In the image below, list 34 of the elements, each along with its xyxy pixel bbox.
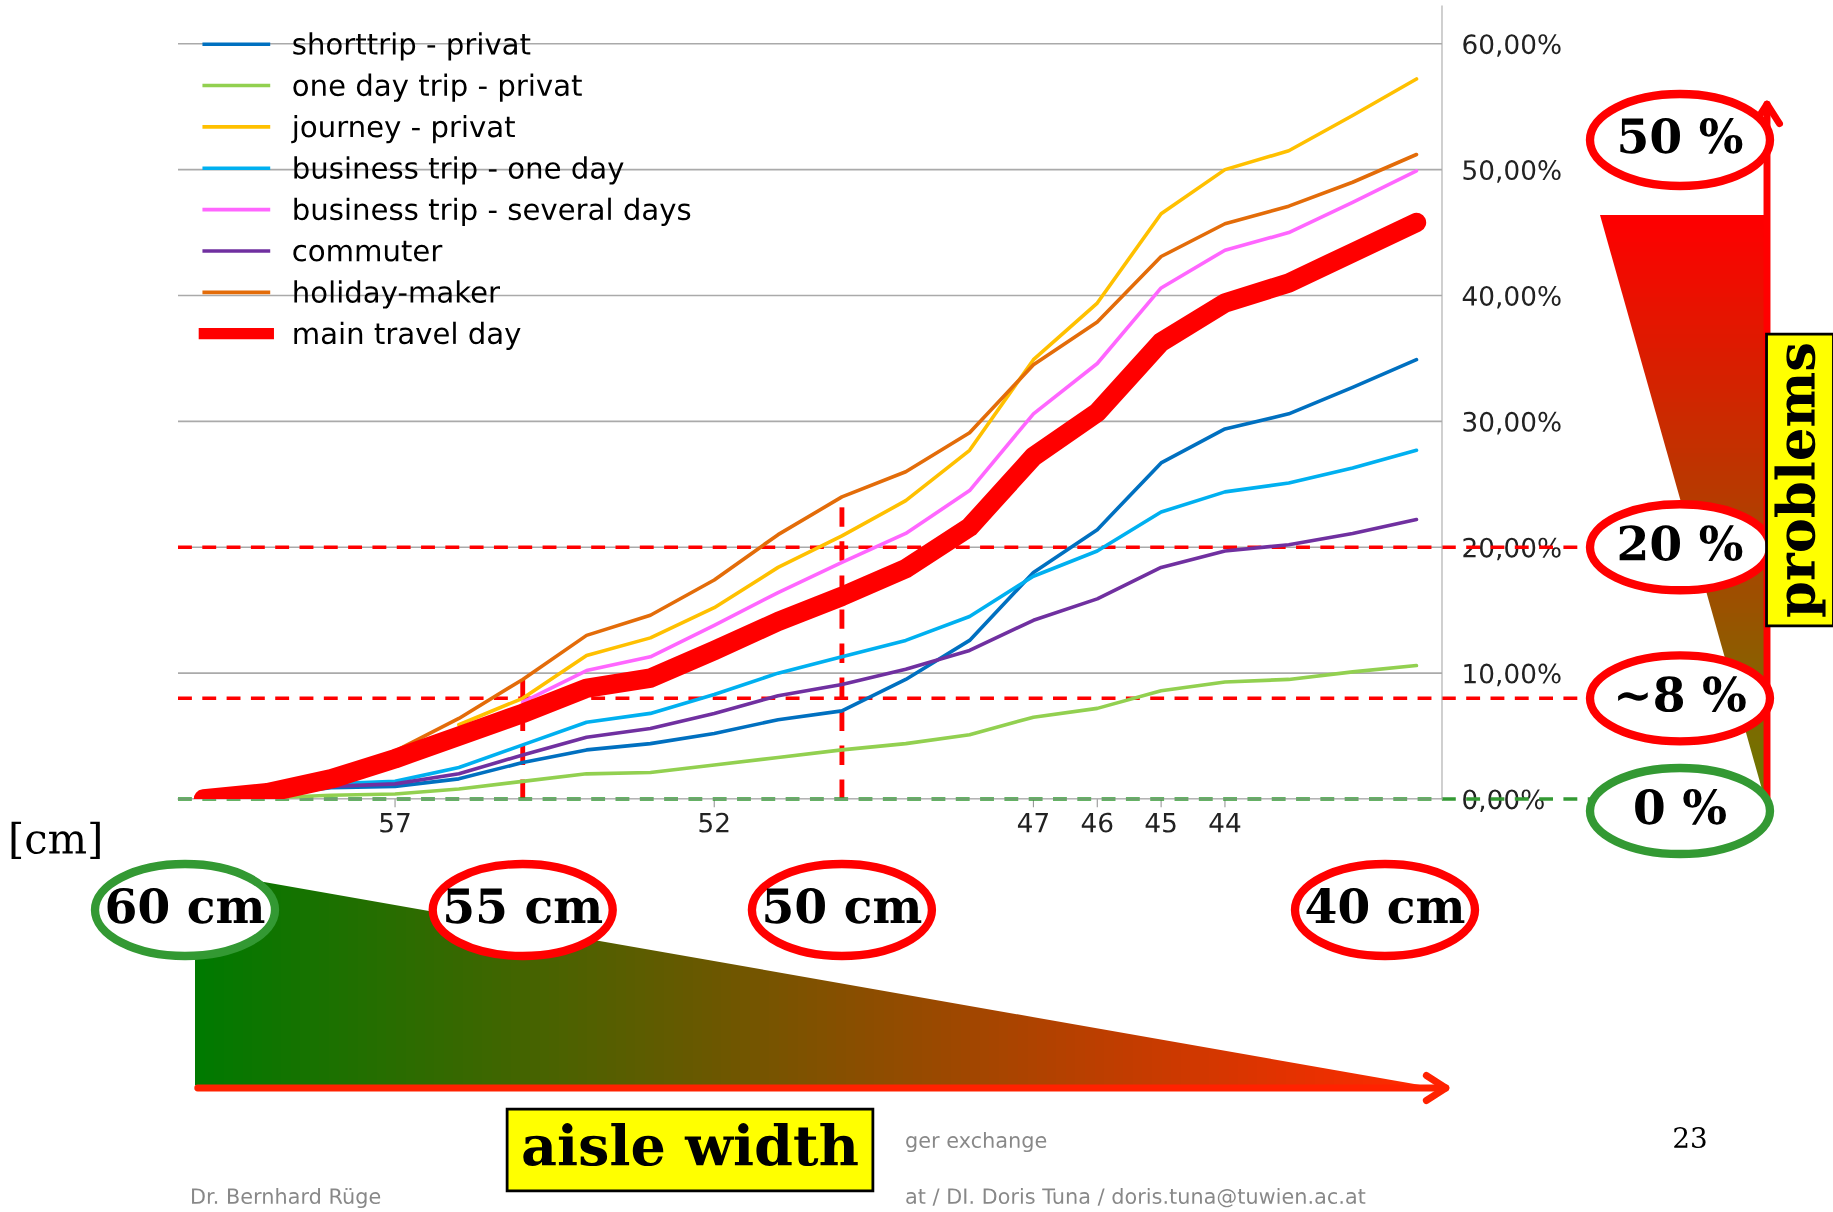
y-tick-label: 40,00% bbox=[1462, 285, 1561, 309]
legend-label: commuter bbox=[293, 240, 443, 262]
legend-label: business trip - one day bbox=[294, 156, 624, 185]
legend-label: one day trip - privat bbox=[293, 73, 582, 102]
text: ger exchange bbox=[906, 1131, 1047, 1153]
text: 40 cm bbox=[1306, 887, 1465, 924]
ref-line-label: ~8 % bbox=[1618, 676, 1746, 712]
x-tick-label: 45 bbox=[1145, 813, 1176, 833]
legend-label: holiday-maker bbox=[294, 280, 500, 309]
x-tick-label: 57 bbox=[380, 813, 410, 833]
x-axis-title: [cm] bbox=[11, 821, 100, 859]
x-tick-label: 52 bbox=[699, 812, 729, 833]
text: 50 % bbox=[1620, 117, 1743, 154]
legend-label: main travel day bbox=[294, 321, 521, 350]
y-tick-label: 10,00% bbox=[1464, 663, 1561, 687]
text: 60 cm bbox=[107, 887, 265, 924]
text: 23 bbox=[1674, 1127, 1706, 1149]
x-tick-label: 44 bbox=[1209, 813, 1241, 833]
text: aisle width bbox=[523, 1123, 858, 1167]
y-tick-label: 30,00% bbox=[1463, 411, 1561, 435]
text: Dr. Bernhard Rüge bbox=[192, 1187, 381, 1209]
ref-line-label: 20 % bbox=[1619, 525, 1743, 561]
legend-label: journey - privat bbox=[291, 114, 515, 144]
x-tick-label: 46 bbox=[1081, 812, 1113, 833]
y-tick-label: 60,00% bbox=[1463, 34, 1561, 57]
ref-line-label: 55 cm bbox=[446, 888, 603, 924]
y-tick-label: 50,00% bbox=[1463, 160, 1561, 183]
text: at / DI. Doris Tuna / doris.tuna@tuwien.ac.at bbox=[906, 1187, 1366, 1208]
text: problems bbox=[1774, 344, 1826, 617]
legend-label: business trip - several days bbox=[294, 197, 691, 226]
ref-line-label: 0 % bbox=[1635, 788, 1726, 825]
x-tick-label: 47 bbox=[1017, 813, 1048, 833]
ref-line-label: 50 cm bbox=[765, 887, 922, 924]
legend-label: shorttrip - privat bbox=[293, 32, 531, 61]
